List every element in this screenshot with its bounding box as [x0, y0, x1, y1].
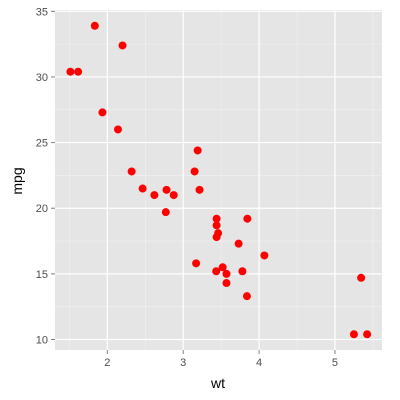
data-point: [74, 67, 83, 76]
minor-gridlines: [55, 10, 382, 350]
data-point: [190, 167, 199, 176]
data-point: [349, 330, 358, 339]
x-tick-label: 3: [180, 357, 186, 369]
y-tick-label: 10: [36, 334, 48, 346]
y-tick-label: 25: [36, 138, 48, 150]
data-point: [138, 184, 147, 193]
data-point: [218, 263, 227, 272]
data-point: [238, 267, 247, 276]
y-tick-label: 20: [36, 203, 48, 215]
data-point: [212, 214, 221, 223]
y-tick-label: 35: [36, 6, 48, 18]
data-point: [169, 191, 178, 200]
data-point: [212, 233, 221, 242]
data-point: [212, 221, 221, 230]
data-points: [66, 21, 372, 339]
x-tick-label: 2: [104, 357, 110, 369]
data-point: [242, 292, 251, 301]
data-point: [212, 267, 221, 276]
x-axis-title: wt: [210, 375, 225, 391]
y-axis-ticks: 10 15 20 25 30 35: [36, 6, 55, 346]
y-tick-label: 15: [36, 269, 48, 281]
data-point: [243, 214, 252, 223]
x-tick-label: 4: [256, 357, 262, 369]
data-point: [195, 185, 204, 194]
data-point: [113, 125, 122, 134]
x-axis-ticks: 2 3 4 5: [104, 350, 338, 369]
data-point: [98, 108, 107, 117]
data-point: [357, 273, 366, 282]
major-gridlines: [55, 10, 382, 350]
x-tick-label: 5: [332, 357, 338, 369]
data-point: [127, 167, 136, 176]
data-point: [193, 146, 202, 155]
data-point: [150, 191, 159, 200]
plot-panel: [55, 10, 382, 350]
y-tick-label: 30: [36, 72, 48, 84]
data-point: [222, 279, 231, 288]
data-point: [162, 185, 171, 194]
data-point: [118, 41, 127, 50]
data-point: [222, 269, 231, 278]
data-point: [66, 67, 75, 76]
data-point: [90, 21, 99, 30]
data-point: [161, 208, 170, 217]
data-point: [192, 259, 201, 268]
data-point: [234, 239, 243, 248]
y-axis-title: mpg: [9, 167, 25, 194]
data-point: [363, 330, 372, 339]
data-point: [260, 251, 269, 260]
